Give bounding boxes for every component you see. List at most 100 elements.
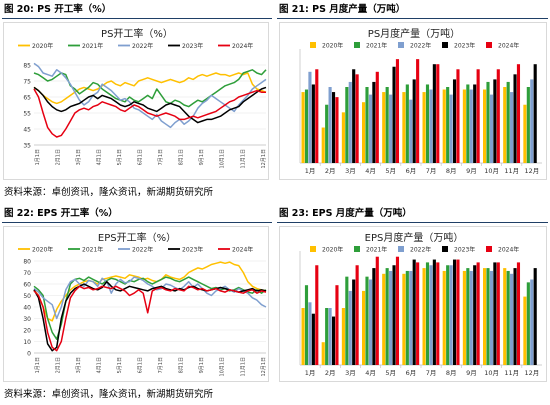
bar-series-2022-4	[368, 94, 372, 163]
bar-series-2022-9	[469, 270, 473, 365]
bar-series-2023-7	[432, 64, 436, 163]
bar-series-2024-10	[496, 262, 500, 365]
bar-series-2024-7	[436, 64, 440, 163]
bar-series-2021-4	[365, 276, 369, 365]
legend-label-series-2022: 2022年	[410, 42, 431, 50]
x-tick-label: 2月	[325, 167, 336, 175]
x-tick-label: 10月	[484, 369, 499, 377]
eps-utilization-chart-canvas: EPS开工率（%） 2020年 2021年 2022年 2023年 2024年 0 10 20 3…	[18, 231, 267, 377]
data-source-note-2: 资料来源：卓创资讯，隆众资讯，新湖期货研究所	[4, 389, 214, 400]
bar-series-2024-9	[476, 262, 480, 365]
ps-utilization-chart-canvas: PS开工率（%） 2020年 2021年 2022年 2023年 2024年 35 45 55 6…	[18, 27, 267, 169]
y-tick-label: 10	[23, 339, 31, 346]
x-tick-label: 9月	[466, 167, 477, 175]
bar-series-2023-3	[352, 69, 356, 163]
bar-series-2022-10	[489, 94, 493, 163]
x-tick-label: 8月1日	[179, 357, 185, 373]
bar-series-2023-2	[331, 316, 336, 365]
figure-22-rule	[2, 222, 272, 223]
legend-label-series-2023: 2023年	[182, 42, 203, 50]
bar-series-2023-8	[452, 79, 457, 163]
x-tick-label: 11月	[504, 167, 519, 175]
x-tick-label: 6月1日	[138, 357, 144, 373]
bar-series-2022-6	[409, 270, 413, 365]
legend-swatch-series-2024	[486, 42, 492, 48]
legend-swatch-series-2020	[310, 246, 316, 252]
x-tick-label: 12月	[525, 369, 540, 377]
figure-20-title: PS 开工率（%）	[37, 4, 112, 15]
figure-20-label: 图 20:	[4, 4, 34, 15]
y-tick-label: 30	[23, 316, 31, 323]
line-series-2022	[33, 62, 267, 129]
bar-series-2024-9	[476, 69, 480, 163]
bar-series-2022-11	[510, 92, 514, 163]
figure-20-heading: 图 20: PS 开工率（%）	[4, 3, 111, 17]
eps-utilization-chart: EPS开工率（%） 2020年 2021年 2022年 2023年 2024年 0 10 20 3…	[3, 226, 269, 382]
bar-series-2021-3	[345, 87, 349, 163]
y-tick-label: 50	[23, 293, 31, 300]
bar-series-2022-2	[328, 87, 332, 163]
bar-series-2020-11	[503, 268, 507, 365]
bar-series-2023-11	[513, 74, 517, 163]
bar-series-2021-6	[405, 84, 409, 163]
x-tick-label: 2月	[325, 369, 336, 377]
bar-series-2022-5	[389, 94, 393, 163]
bar-series-2021-11	[506, 81, 510, 163]
bar-series-2020-11	[503, 87, 507, 163]
x-tick-label: 5月1日	[117, 357, 123, 373]
x-tick-label: 1月	[305, 369, 316, 377]
bar-series-2021-6	[405, 270, 409, 365]
bar-series-2021-9	[466, 268, 470, 365]
x-tick-label: 8月	[446, 369, 457, 377]
bar-series-2024-1	[315, 265, 319, 365]
y-tick-label: 55	[23, 110, 31, 117]
bar-series-2021-9	[466, 84, 470, 163]
x-tick-label: 4月1日	[96, 357, 102, 373]
chart-title: PS开工率（%）	[101, 27, 173, 40]
line-series-2024	[33, 285, 267, 352]
line-series-2022	[33, 276, 267, 320]
x-tick-label: 5月	[385, 369, 396, 377]
bar-series-2023-12	[533, 64, 537, 163]
bar-series-2024-8	[456, 69, 460, 163]
figure-21-heading: 图 21: PS 月度产量（万吨）	[279, 3, 405, 17]
legend-label-series-2021: 2021年	[82, 42, 103, 50]
bar-series-2023-10	[493, 262, 497, 365]
legend-swatch-series-2024	[486, 246, 492, 252]
x-tick-label: 3月	[345, 167, 356, 175]
bar-series-2024-10	[496, 69, 500, 163]
x-tick-label: 5月	[385, 167, 396, 175]
bar-series-2024-5	[395, 59, 400, 163]
eps-monthly-output-chart-canvas: EPS月度产量（万吨） 2020年 2021年 2022年 2023年 2024年 1月 2月…	[299, 231, 542, 377]
x-tick-label: 4月	[365, 369, 376, 377]
x-tick-label: 1月	[305, 167, 316, 175]
bar-series-2020-12	[523, 104, 527, 163]
line-series-2020	[33, 261, 267, 322]
data-source-note-1: 资料来源：卓创资讯，隆众资讯，新湖期货研究所	[4, 187, 214, 198]
x-tick-label: 9月	[466, 369, 477, 377]
figure-23-heading: 图 23: EPS 月度产量（万吨）	[279, 207, 412, 221]
line-series-2020	[33, 72, 267, 105]
bar-series-2021-2	[325, 104, 329, 163]
bar-series-2023-4	[372, 268, 376, 365]
bar-series-2021-8	[446, 87, 450, 163]
bar-series-2020-4	[362, 102, 366, 163]
x-tick-label: 2月1日	[55, 357, 61, 373]
bar-series-2020-8	[442, 89, 446, 163]
y-tick-label: 45	[23, 126, 31, 133]
bar-series-2020-10	[483, 268, 487, 365]
x-tick-label: 7月1日	[158, 149, 164, 165]
bar-series-2022-1	[308, 71, 312, 163]
x-tick-label: 4月1日	[96, 149, 102, 165]
bar-series-2023-1	[311, 84, 315, 163]
legend-label-series-2024: 2024年	[232, 246, 253, 254]
figure-20-rule	[2, 18, 272, 19]
x-tick-label: 1月1日	[35, 149, 41, 165]
figure-21-title: PS 月度产量（万吨）	[312, 4, 406, 15]
ps-monthly-output-chart-canvas: PS月度产量（万吨） 2020年 2021年 2022年 2023年 2024年 1月 2月 3…	[299, 27, 542, 175]
line-series-2023	[33, 86, 267, 124]
bar-series-2023-10	[493, 79, 497, 163]
legend-label-series-2022: 2022年	[410, 246, 431, 254]
bar-series-2020-2	[321, 342, 325, 365]
bar-series-2024-2	[335, 97, 339, 163]
